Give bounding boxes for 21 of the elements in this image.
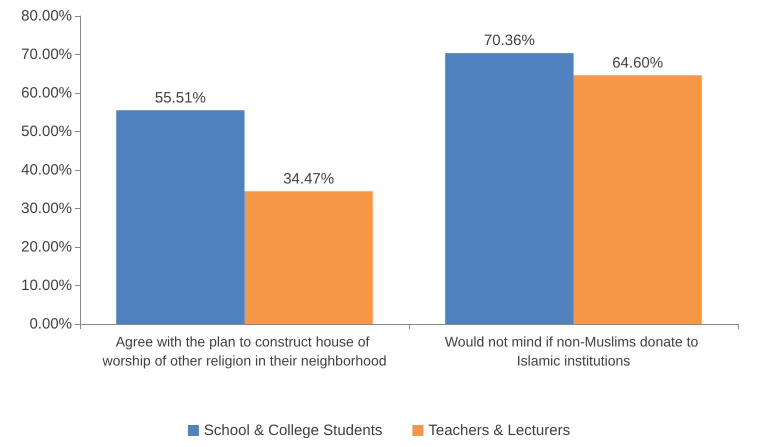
data-label: 34.47% bbox=[283, 170, 334, 188]
y-tick-label: 50.00% bbox=[21, 123, 72, 140]
bar bbox=[445, 53, 574, 324]
data-label: 64.60% bbox=[612, 54, 664, 72]
y-tick-label: 0.00% bbox=[29, 316, 72, 332]
y-tick-label: 30.00% bbox=[21, 200, 72, 217]
data-label: 70.36% bbox=[484, 32, 535, 50]
x-tick-label: Agree with the plan to construct house of worship of other religion in their neighborhood bbox=[101, 334, 387, 368]
bar bbox=[574, 75, 702, 324]
x-tick-label: Would not mind if non-Muslims donate to Islamic institutions bbox=[444, 334, 702, 368]
y-tick-label: 20.00% bbox=[21, 238, 72, 256]
legend-label: School & College Students bbox=[204, 422, 382, 439]
data-label: 55.51% bbox=[154, 89, 206, 106]
legend-label: Teachers & Lecturers bbox=[428, 422, 570, 439]
y-tick-label: 70.00% bbox=[21, 46, 72, 63]
bar bbox=[244, 191, 373, 324]
bar bbox=[116, 110, 244, 324]
y-tick-label: 60.00% bbox=[21, 84, 72, 102]
y-tick-label: 80.00% bbox=[21, 8, 72, 24]
y-tick-label: 40.00% bbox=[21, 162, 72, 178]
y-tick-label: 10.00% bbox=[21, 277, 72, 294]
